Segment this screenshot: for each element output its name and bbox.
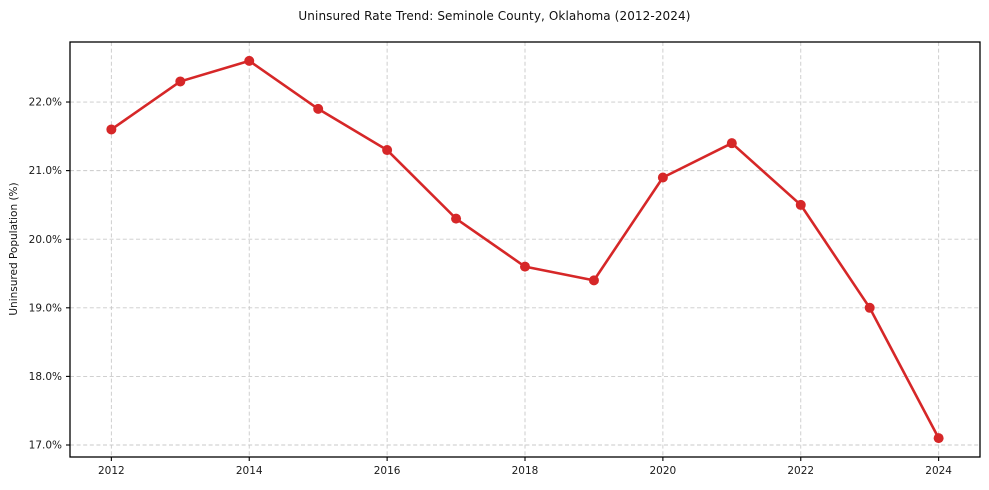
data-point-2022 [795,199,806,210]
y-tick-label: 20.0% [29,234,62,246]
chart-title: Uninsured Rate Trend: Seminole County, O… [298,9,691,23]
axes-frame [69,41,981,458]
data-point-2024 [933,433,944,444]
y-tick-label: 18.0% [29,371,62,383]
data-point-2015 [313,103,324,114]
data-point-2018 [520,261,530,272]
y-tick-label: 21.0% [29,165,62,177]
y-tick-label: 19.0% [29,302,62,314]
x-tick-label: 2012 [98,465,125,477]
data-point-2019 [588,275,599,286]
y-tick-label: 17.0% [29,440,62,452]
data-point-2013 [175,76,186,87]
x-tick-label: 2016 [374,465,401,477]
x-tick-label: 2018 [512,465,539,477]
data-point-2021 [726,138,737,149]
x-tick-label: 2020 [650,465,677,477]
x-tick-label: 2022 [787,465,814,477]
y-tick-label: 22.0% [29,97,62,109]
data-point-2023 [864,302,875,313]
data-point-2016 [382,145,393,156]
x-tick-label: 2014 [236,465,263,477]
data-point-2017 [451,213,462,224]
data-point-2020 [657,172,668,183]
x-tick-label: 2024 [925,465,952,477]
data-point-2014 [244,55,255,66]
data-point-2012 [106,124,117,135]
